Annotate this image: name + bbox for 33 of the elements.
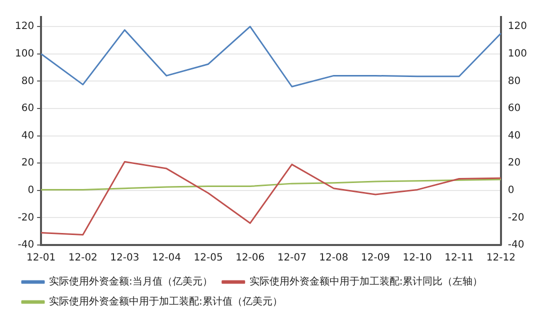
y-tick-label: -20 — [18, 212, 34, 224]
y2-tick-label: -40 — [508, 240, 524, 251]
y2-tick-label: 60 — [508, 103, 521, 114]
y-tick-label: 120 — [14, 21, 34, 32]
legend-label: 实际使用外资金额中用于加工装配:累计同比（左轴） — [249, 276, 483, 288]
x-tick-label: 12-03 — [110, 252, 140, 264]
y-tick-label: 100 — [14, 48, 34, 60]
x-tick-label: 12-06 — [236, 252, 265, 264]
x-tick-label: 12-10 — [402, 252, 432, 264]
y-tick-label: 20 — [21, 158, 34, 169]
y-tick-label: -40 — [18, 240, 34, 251]
y-tick-label: 0 — [28, 184, 34, 196]
legend-label: 实际使用外资金额中用于加工装配:累计值（亿美元） — [49, 296, 282, 308]
y2-tick-label: 100 — [508, 48, 528, 60]
y2-tick-label: 20 — [508, 158, 521, 169]
y2-tick-label: -20 — [508, 212, 524, 224]
x-tick-label: 12-09 — [360, 252, 390, 264]
x-tick-label: 12-02 — [68, 252, 98, 264]
x-tick-label: 12-11 — [444, 252, 474, 264]
x-tick-label: 12-05 — [194, 252, 223, 264]
x-tick-label: 12-12 — [486, 252, 516, 264]
y2-tick-label: 80 — [508, 76, 521, 87]
x-tick-label: 12-01 — [26, 252, 56, 264]
y-tick-label: 60 — [21, 103, 34, 114]
y-tick-label: 80 — [21, 76, 34, 87]
x-tick-label: 12-07 — [277, 252, 306, 264]
y2-tick-label: 0 — [508, 184, 514, 196]
y2-tick-label: 120 — [508, 21, 528, 32]
x-tick-label: 12-08 — [319, 252, 348, 264]
legend-label: 实际使用外资金额:当月值（亿美元） — [49, 276, 212, 288]
y2-tick-label: 40 — [508, 130, 521, 142]
y-tick-label: 40 — [21, 130, 34, 142]
x-tick-label: 12-04 — [152, 252, 182, 264]
